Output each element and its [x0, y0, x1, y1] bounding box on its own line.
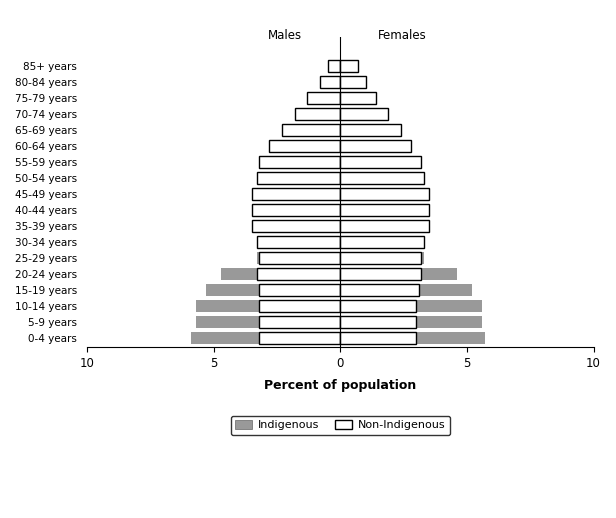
Bar — [196, 316, 340, 328]
Bar — [340, 124, 376, 136]
Bar — [340, 284, 472, 296]
Bar — [221, 268, 340, 280]
Bar — [323, 92, 340, 104]
Bar — [262, 204, 340, 216]
Bar — [191, 332, 340, 344]
Bar — [259, 300, 340, 312]
Bar — [340, 172, 403, 184]
Bar — [340, 316, 416, 328]
Bar — [340, 60, 358, 72]
Bar — [340, 284, 419, 296]
Bar — [269, 140, 340, 152]
Bar — [340, 76, 366, 88]
Bar — [340, 300, 416, 312]
Bar — [340, 156, 421, 168]
Bar — [340, 188, 429, 200]
Bar — [340, 316, 482, 328]
Bar — [206, 284, 340, 296]
Bar — [294, 108, 340, 120]
Bar — [340, 268, 457, 280]
Bar — [287, 156, 340, 168]
Bar — [340, 92, 358, 104]
Bar — [264, 188, 340, 200]
Bar — [340, 108, 389, 120]
Bar — [340, 172, 424, 184]
Bar — [262, 236, 340, 248]
Bar — [196, 300, 340, 312]
Bar — [294, 140, 340, 152]
Bar — [257, 236, 340, 248]
Bar — [340, 124, 401, 136]
Bar — [340, 236, 419, 248]
Bar — [251, 204, 340, 216]
Bar — [340, 220, 429, 232]
Bar — [251, 188, 340, 200]
Bar — [259, 316, 340, 328]
Bar — [259, 284, 340, 296]
X-axis label: Percent of population: Percent of population — [264, 379, 416, 392]
Bar — [340, 156, 396, 168]
Bar — [340, 204, 429, 216]
Bar — [282, 124, 340, 136]
Bar — [330, 76, 340, 88]
Bar — [340, 140, 389, 152]
Bar — [340, 268, 421, 280]
Bar — [315, 108, 340, 120]
Bar — [305, 124, 340, 136]
Bar — [257, 172, 340, 184]
Legend: Indigenous, Non-Indigenous: Indigenous, Non-Indigenous — [231, 415, 450, 435]
Bar — [340, 236, 424, 248]
Bar — [277, 172, 340, 184]
Bar — [259, 332, 340, 344]
Bar — [340, 140, 411, 152]
Bar — [340, 252, 424, 264]
Bar — [340, 332, 485, 344]
Bar — [259, 220, 340, 232]
Bar — [340, 108, 366, 120]
Bar — [340, 204, 419, 216]
Bar — [328, 60, 340, 72]
Bar — [257, 268, 340, 280]
Bar — [340, 188, 416, 200]
Bar — [320, 76, 340, 88]
Bar — [340, 92, 376, 104]
Text: Males: Males — [268, 29, 302, 42]
Bar — [333, 60, 340, 72]
Text: Females: Females — [378, 29, 427, 42]
Bar — [340, 252, 421, 264]
Bar — [251, 220, 340, 232]
Bar — [307, 92, 340, 104]
Bar — [340, 60, 351, 72]
Bar — [257, 252, 340, 264]
Bar — [340, 300, 482, 312]
Bar — [340, 76, 353, 88]
Bar — [340, 332, 416, 344]
Bar — [340, 220, 421, 232]
Bar — [259, 156, 340, 168]
Bar — [259, 252, 340, 264]
